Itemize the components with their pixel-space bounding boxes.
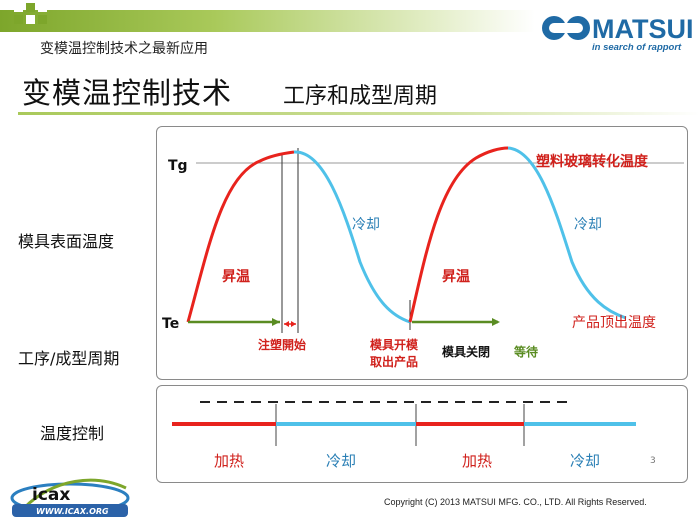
cooling-label-1: 冷却 <box>352 217 380 233</box>
mold-close-label: 模具关閉 <box>442 344 490 359</box>
glass-transition-label: 塑料玻璃转化温度 <box>536 153 649 170</box>
header-bar <box>0 10 535 32</box>
matsui-logo-text: MATSUI <box>592 14 694 44</box>
header-decor-square <box>38 15 47 24</box>
heating-curve-1 <box>186 150 295 323</box>
copyright-text: Copyright (C) 2013 MATSUI MFG. CO., LTD.… <box>384 497 647 507</box>
row-label-process-cycle: 工序/成型周期 <box>18 349 120 368</box>
header-decor-square <box>14 15 23 24</box>
process-arrow-head <box>492 318 500 326</box>
cool-label-1: 冷却 <box>326 452 356 470</box>
icax-logo: icax WWW.ICAX.ORG <box>10 478 130 517</box>
page-title: 变模温控制技术 <box>22 76 233 110</box>
row-label-temp-control: 温度控制 <box>40 424 105 443</box>
cooling-curve-1 <box>293 150 411 324</box>
icax-logo-url: WWW.ICAX.ORG <box>36 507 109 516</box>
page-number: 3 <box>650 456 656 466</box>
wait-label: 等待 <box>513 344 538 359</box>
take-out-label: 取出产品 <box>370 354 418 369</box>
icax-logo-text: icax <box>32 485 70 505</box>
heating-curve-2 <box>408 146 509 323</box>
tg-label: Tg <box>168 158 188 174</box>
cool-label-2: 冷却 <box>570 452 600 470</box>
page-title-sub: 工序和成型周期 <box>283 84 438 109</box>
header-decor-square <box>38 3 47 12</box>
ejection-temp-label: 产品顶出温度 <box>572 315 656 331</box>
heat-label-2: 加热 <box>462 452 492 470</box>
injection-start-marker-head <box>291 321 296 327</box>
header-decor-square <box>14 3 23 12</box>
injection-start-marker-head <box>284 321 289 327</box>
section-subtitle: 变模温控制技术之最新应用 <box>40 41 208 57</box>
matsui-logo-mark <box>542 16 590 40</box>
header-decor-square <box>26 3 35 12</box>
process-arrow-head <box>272 318 280 326</box>
header-decor-square <box>26 15 35 24</box>
title-underline <box>18 112 700 115</box>
cooling-label-2: 冷却 <box>574 217 602 233</box>
mold-open-label: 模具开模 <box>370 337 419 352</box>
matsui-logo-tagline: in search of rapport <box>592 42 682 53</box>
cooling-curve-2 <box>507 146 627 320</box>
heat-label-1: 加热 <box>214 452 244 470</box>
te-label: Te <box>162 316 179 332</box>
temperature-profile-panel <box>156 126 688 380</box>
heating-label-2: 昇温 <box>442 269 470 285</box>
row-label-surface-temp: 模具表面温度 <box>18 232 115 251</box>
injection-start-label: 注塑開始 <box>258 337 306 352</box>
heating-label-1: 昇温 <box>222 269 250 285</box>
